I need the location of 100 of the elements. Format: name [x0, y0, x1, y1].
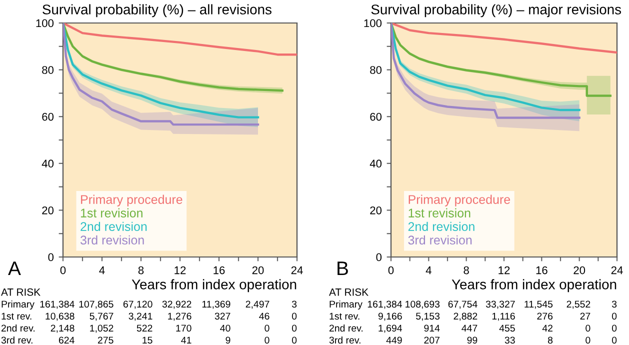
text: 99 [467, 336, 478, 344]
x-tick-label: 24 [611, 266, 623, 274]
text: Primary procedure [408, 194, 510, 206]
y-tick-label: 0 [376, 253, 382, 262]
chart-title: Survival probability (%) – major revisions [371, 4, 622, 18]
y-tick-label: 20 [370, 206, 382, 214]
text: 9 [226, 336, 230, 344]
text: 40 [220, 324, 230, 332]
x-tick-label: 12 [174, 266, 186, 274]
y-tick-label: 20 [42, 206, 54, 214]
y-tick-label: 100 [364, 19, 382, 28]
text: 0 [292, 312, 297, 320]
text: 2,552 [566, 300, 590, 309]
text: 0 [292, 336, 297, 344]
text: 207 [424, 336, 440, 344]
x-axis-title: Years from index operation [452, 279, 616, 292]
text: 27 [580, 312, 590, 320]
text: 0 [586, 336, 590, 344]
text: 1st revision [80, 208, 142, 218]
y-tick-label: 80 [370, 66, 382, 74]
text: 275 [98, 336, 114, 344]
text: 5,767 [90, 312, 114, 321]
text: 2nd rev. [1, 324, 35, 332]
text: 2nd revision [408, 222, 474, 231]
y-tick-label: 100 [36, 19, 54, 28]
text: 9,166 [378, 312, 402, 321]
text: 914 [424, 324, 440, 332]
text: 3 [612, 300, 617, 308]
x-tick-label: 4 [426, 266, 432, 274]
text: 0 [586, 324, 590, 332]
text: 15 [142, 336, 152, 344]
x-tick-label: 8 [464, 266, 469, 274]
text: 455 [499, 324, 515, 332]
text: 67,120 [123, 300, 152, 309]
text: 108,693 [406, 300, 440, 309]
text: 522 [136, 324, 152, 332]
text: 0 [612, 336, 617, 344]
text: 2nd rev. [329, 324, 363, 332]
text: 1,694 [378, 324, 402, 333]
text: 0 [612, 324, 617, 332]
text: 5,153 [416, 312, 440, 321]
text: 42 [542, 324, 552, 332]
text: 1,116 [492, 312, 515, 321]
text: 161,384 [40, 300, 74, 309]
text: 11,545 [524, 300, 553, 309]
text: 10,638 [46, 312, 74, 321]
text: 8 [548, 336, 553, 344]
text: 0 [292, 324, 297, 332]
text: 327 [214, 312, 230, 320]
text: 3rd revision [80, 235, 144, 245]
text: 41 [181, 336, 192, 344]
x-tick-label: 16 [214, 266, 225, 274]
text: 33 [504, 336, 515, 344]
x-tick-label: 16 [536, 266, 548, 274]
y-tick-label: 40 [370, 160, 382, 168]
text: AT RISK [329, 288, 368, 296]
x-tick-label: 12 [498, 266, 510, 274]
x-tick-label: 0 [60, 266, 66, 274]
text: 1st revision [408, 208, 470, 218]
text: 2,882 [454, 312, 478, 321]
y-tick-label: 0 [48, 253, 54, 262]
text: 3rd revision [408, 235, 472, 245]
y-tick-label: 60 [42, 112, 54, 121]
x-tick-label: 4 [99, 266, 105, 274]
text: Primary procedure [81, 194, 182, 206]
text: Primary [2, 300, 34, 310]
text: 46 [259, 312, 270, 320]
text: 161,384 [368, 300, 402, 309]
text: 0 [612, 312, 617, 320]
text: 3,241 [128, 312, 152, 321]
x-axis-title: Years from index operation [132, 279, 296, 292]
y-tick-label: 40 [42, 160, 54, 168]
text: 32,922 [162, 300, 192, 309]
text: 2,148 [50, 324, 74, 333]
text: 0 [264, 324, 270, 332]
y-tick-label: 80 [42, 66, 54, 74]
text: 170 [176, 324, 192, 332]
y-tick-label: 60 [370, 112, 382, 121]
text: 447 [462, 324, 478, 332]
text: 67,754 [448, 300, 478, 309]
text: 624 [58, 336, 74, 344]
text: Primary [330, 300, 362, 310]
text: 107,865 [79, 300, 114, 309]
chart-title: Survival probability (%) – all revisions [42, 4, 272, 18]
text: 33,327 [486, 300, 515, 309]
text: 1,276 [168, 312, 192, 321]
x-tick-label: 20 [252, 266, 264, 274]
text: AT RISK [1, 288, 40, 296]
text: B [338, 262, 348, 276]
text: 3rd rev. [329, 336, 360, 344]
text: 11,369 [202, 300, 230, 309]
text: 3 [292, 300, 297, 308]
text: 3rd rev. [1, 336, 32, 344]
x-tick-label: 0 [388, 266, 394, 274]
text: 2,497 [246, 300, 270, 309]
x-tick-label: 24 [291, 266, 303, 274]
text: 276 [537, 312, 553, 320]
text: 0 [264, 336, 270, 344]
text: 1st rev. [2, 312, 32, 320]
x-tick-label: 8 [138, 266, 144, 274]
